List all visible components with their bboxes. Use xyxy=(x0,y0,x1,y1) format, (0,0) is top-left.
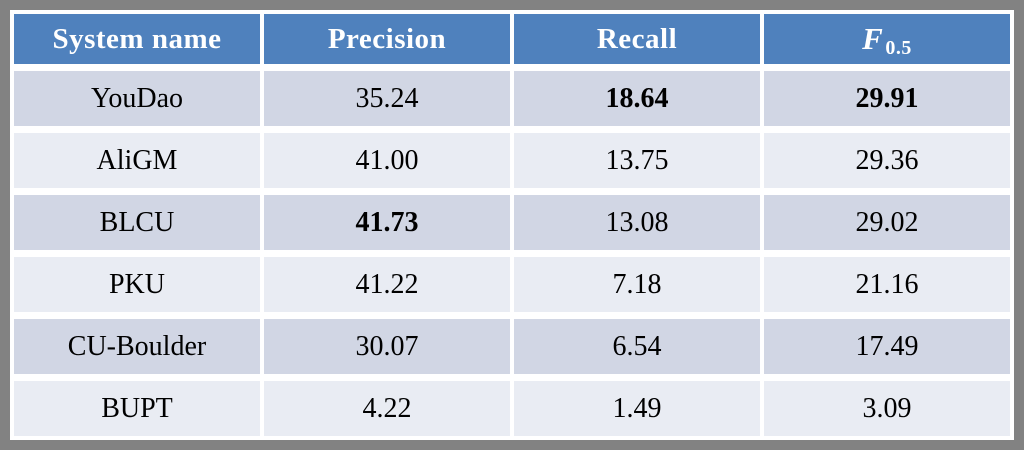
cell-recall: 18.64 xyxy=(514,71,760,126)
f-symbol: F xyxy=(862,21,884,56)
cell-system-name: YouDao xyxy=(14,71,260,126)
cell-system-name: BLCU xyxy=(14,195,260,250)
cell-precision: 4.22 xyxy=(264,381,510,436)
cell-recall: 1.49 xyxy=(514,381,760,436)
cell-f05: 29.36 xyxy=(764,133,1010,188)
cell-f05: 29.02 xyxy=(764,195,1010,250)
header-cell-precision: Precision xyxy=(264,14,510,64)
cell-f05: 3.09 xyxy=(764,381,1010,436)
f-subscript: 0.5 xyxy=(885,37,912,59)
cell-precision: 30.07 xyxy=(264,319,510,374)
table-panel: System name Precision Recall F 0.5 YouDao… xyxy=(10,10,1014,440)
cell-system-name: BUPT xyxy=(14,381,260,436)
cell-f05: 21.16 xyxy=(764,257,1010,312)
cell-precision: 35.24 xyxy=(264,71,510,126)
cell-recall: 6.54 xyxy=(514,319,760,374)
cell-system-name: AliGM xyxy=(14,133,260,188)
header-cell-system-name: System name xyxy=(14,14,260,64)
cell-precision: 41.73 xyxy=(264,195,510,250)
cell-f05: 17.49 xyxy=(764,319,1010,374)
results-table: System name Precision Recall F 0.5 YouDao… xyxy=(14,14,1010,436)
cell-recall: 13.75 xyxy=(514,133,760,188)
header-cell-f05: F 0.5 xyxy=(764,14,1010,64)
cell-f05: 29.91 xyxy=(764,71,1010,126)
cell-precision: 41.22 xyxy=(264,257,510,312)
header-cell-recall: Recall xyxy=(514,14,760,64)
cell-system-name: CU-Boulder xyxy=(14,319,260,374)
cell-system-name: PKU xyxy=(14,257,260,312)
cell-precision: 41.00 xyxy=(264,133,510,188)
cell-recall: 13.08 xyxy=(514,195,760,250)
cell-recall: 7.18 xyxy=(514,257,760,312)
